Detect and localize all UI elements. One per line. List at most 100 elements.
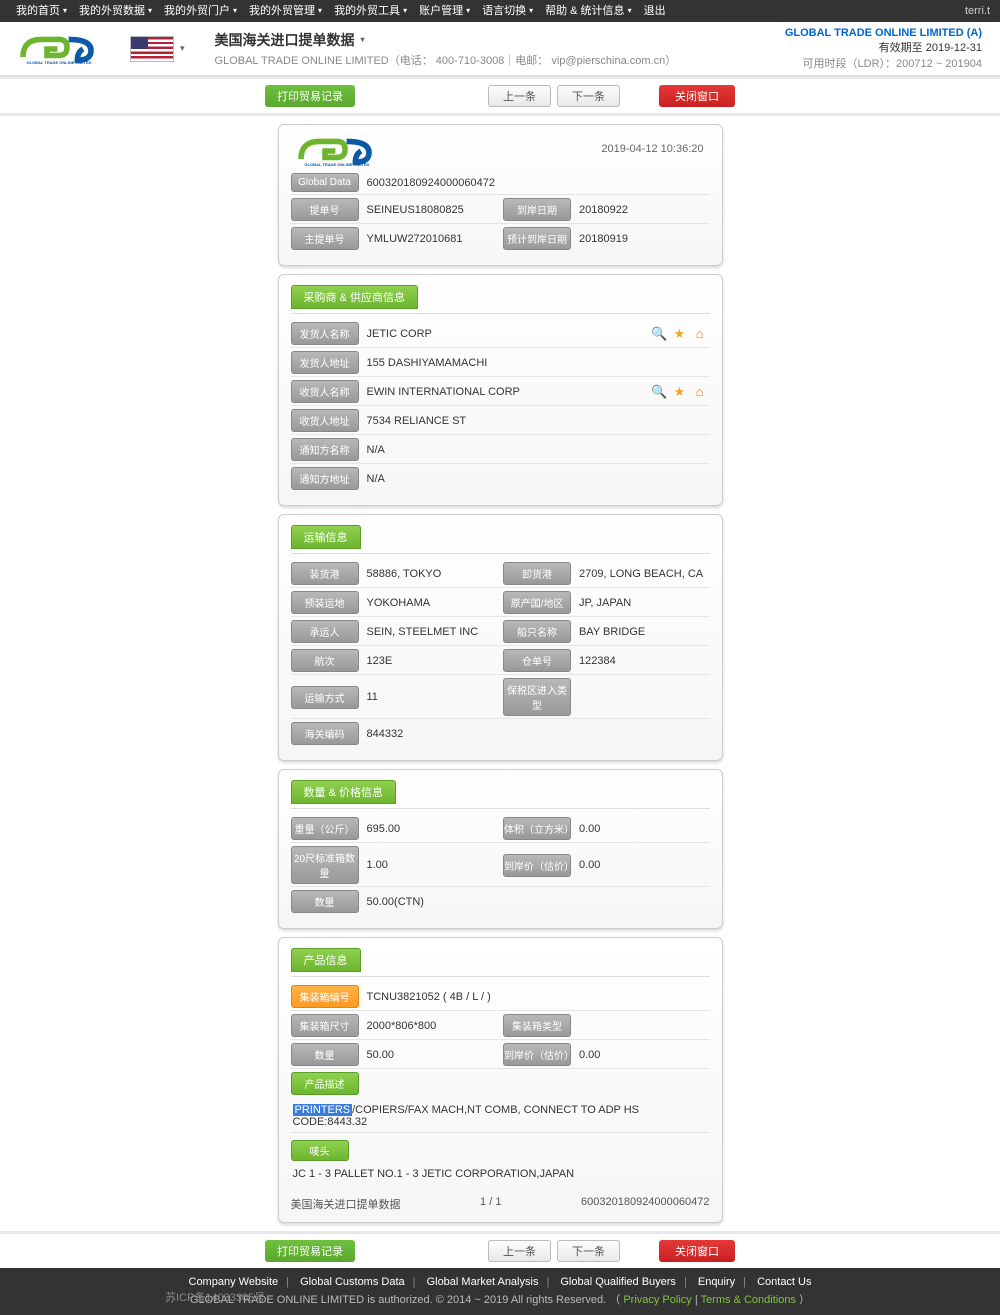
flag-dropdown-icon[interactable]: ▾ [180, 43, 185, 54]
label-carrier: 承运人 [291, 620, 359, 643]
value-notify-name: N/A [365, 444, 710, 456]
footer-link[interactable]: Contact Us [753, 1276, 815, 1288]
page-title[interactable]: 美国海关进口提单数据 [215, 30, 355, 50]
footer-link[interactable]: Company Website [185, 1276, 283, 1288]
page-subtitle: GLOBAL TRADE ONLINE LIMITED（电话： 400-710-… [215, 52, 785, 68]
label-hs: 海关编码 [291, 722, 359, 745]
label-volume: 体积（立方米） [503, 817, 571, 840]
action-bar-bottom: 打印贸易记录 上一条 下一条 关闭窗口 [0, 1231, 1000, 1268]
close-button[interactable]: 关闭窗口 [659, 85, 735, 107]
nav-lang[interactable]: 语言切换▾ [476, 0, 539, 22]
label-consignee-name: 收货人名称 [291, 380, 359, 403]
label-mode: 运输方式 [291, 686, 359, 709]
timestamp: 2019-04-12 10:36:20 [601, 143, 703, 155]
nav-account[interactable]: 账户管理▾ [413, 0, 476, 22]
footer-link[interactable]: Global Qualified Buyers [556, 1276, 680, 1288]
label-prod-qty: 数量 [291, 1043, 359, 1066]
close-button-bottom[interactable]: 关闭窗口 [659, 1240, 735, 1262]
print-button-bottom[interactable]: 打印贸易记录 [265, 1240, 355, 1262]
desc-highlight: PRINTERS [293, 1104, 353, 1116]
value-unload-port: 2709, LONG BEACH, CA [577, 568, 710, 580]
label-container-size: 集装箱尺寸 [291, 1014, 359, 1037]
top-nav-left: 我的首页▾ 我的外贸数据▾ 我的外贸门户▾ 我的外贸管理▾ 我的外贸工具▾ 账户… [10, 0, 672, 22]
section-title-product: 产品信息 [291, 948, 361, 972]
next-button-bottom[interactable]: 下一条 [557, 1240, 620, 1262]
value-master-bl: YMLUW272010681 [365, 233, 498, 245]
value-load-port: 58886, TOKYO [365, 568, 498, 580]
value-arrival: 20180922 [577, 204, 710, 216]
value-warehouse: 122384 [577, 655, 710, 667]
nav-data[interactable]: 我的外贸数据▾ [73, 0, 158, 22]
label-teu: 20尺标准箱数量 [291, 846, 359, 884]
title-dropdown-icon[interactable]: ▾ [361, 35, 365, 44]
next-button[interactable]: 下一条 [557, 85, 620, 107]
star-icon[interactable]: ★ [672, 326, 688, 342]
nav-tools[interactable]: 我的外贸工具▾ [328, 0, 413, 22]
label-warehouse: 仓单号 [503, 649, 571, 672]
value-mark: JC 1 - 3 PALLET NO.1 - 3 JETIC CORPORATI… [291, 1164, 710, 1184]
value-voyage: 123E [365, 655, 498, 667]
label-shipper-name: 发货人名称 [291, 322, 359, 345]
account-expire: 有效期至 2019-12-31 [785, 39, 982, 55]
label-bond: 保税区进入类型 [503, 678, 571, 716]
page-footer: Company Website| Global Customs Data| Gl… [0, 1268, 1000, 1315]
nav-home[interactable]: 我的首页▾ [10, 0, 73, 22]
label-qty: 数量 [291, 890, 359, 913]
label-shipper-addr: 发货人地址 [291, 351, 359, 374]
value-prod-qty: 50.00 [365, 1049, 498, 1061]
nav-portal[interactable]: 我的外贸门户▾ [158, 0, 243, 22]
label-load-port: 装货港 [291, 562, 359, 585]
home-icon[interactable]: ⌂ [692, 384, 708, 400]
flag-us-icon[interactable] [130, 36, 174, 62]
value-weight: 695.00 [365, 823, 498, 835]
search-icon[interactable]: 🔍 [652, 384, 668, 400]
value-preload: YOKOHAMA [365, 597, 498, 609]
footer-copyright: GLOBAL TRADE ONLINE LIMITED is authorize… [0, 1292, 1000, 1310]
value-hs: 844332 [365, 728, 710, 740]
footer-link[interactable]: Global Customs Data [296, 1276, 409, 1288]
nav-help[interactable]: 帮助 & 统计信息▾ [539, 0, 637, 22]
privacy-link[interactable]: Privacy Policy [623, 1294, 691, 1306]
value-container-size: 2000*806*800 [365, 1020, 498, 1032]
home-icon[interactable]: ⌂ [692, 326, 708, 342]
current-user: terri.t [965, 0, 990, 22]
value-shipper-name: JETIC CORP [365, 328, 652, 340]
logo[interactable]: GLOBAL TRADE ONLINE LIMITED [18, 33, 100, 65]
header: GLOBAL TRADE ONLINE LIMITED ▾ 美国海关进口提单数据… [0, 22, 1000, 76]
value-prod-cif: 0.00 [577, 1049, 710, 1061]
section-title-shipping: 运输信息 [291, 525, 361, 549]
label-voyage: 航次 [291, 649, 359, 672]
value-consignee-name: EWIN INTERNATIONAL CORP [365, 386, 652, 398]
account-ldr: 可用时段（LDR）：200712 ~ 201904 [785, 55, 982, 71]
card-product: 产品信息 集装箱编号TCNU3821052 ( 4B / L / ) 集装箱尺寸… [278, 937, 723, 1223]
card-qty-price: 数量 & 价格信息 重量（公斤） 695.00 体积（立方米） 0.00 20尺标准… [278, 769, 723, 929]
footer-link[interactable]: Global Market Analysis [423, 1276, 543, 1288]
value-shipper-addr: 155 DASHIYAMAMACHI [365, 357, 710, 369]
star-icon[interactable]: ★ [672, 384, 688, 400]
label-weight: 重量（公斤） [291, 817, 359, 840]
prev-button[interactable]: 上一条 [488, 85, 551, 107]
value-cif: 0.00 [577, 859, 710, 871]
label-unload-port: 卸货港 [503, 562, 571, 585]
value-global-data: 600320180924000060472 [365, 177, 710, 189]
account-company: GLOBAL TRADE ONLINE LIMITED (A) [785, 27, 982, 39]
label-consignee-addr: 收货人地址 [291, 409, 359, 432]
label-prod-cif: 到岸价（估价） [503, 1043, 571, 1066]
header-title: 美国海关进口提单数据 ▾ GLOBAL TRADE ONLINE LIMITED（… [215, 30, 785, 68]
label-notify-addr: 通知方地址 [291, 467, 359, 490]
nav-manage[interactable]: 我的外贸管理▾ [243, 0, 328, 22]
terms-link[interactable]: Terms & Conditions [701, 1294, 796, 1306]
value-qty: 50.00(CTN) [365, 896, 710, 908]
card-logo-icon: GLOBAL TRADE ONLINE LIMITED [291, 135, 383, 167]
label-cif: 到岸价（估价） [503, 854, 571, 877]
print-button[interactable]: 打印贸易记录 [265, 85, 355, 107]
label-prod-desc: 产品描述 [291, 1072, 359, 1095]
search-icon[interactable]: 🔍 [652, 326, 668, 342]
prev-button-bottom[interactable]: 上一条 [488, 1240, 551, 1262]
footer-page: 1 / 1 [401, 1196, 582, 1212]
section-title-qty: 数量 & 价格信息 [291, 780, 396, 804]
nav-logout[interactable]: 退出 [638, 0, 672, 22]
footer-link[interactable]: Enquiry [694, 1276, 739, 1288]
value-teu: 1.00 [365, 859, 498, 871]
value-container-no: TCNU3821052 ( 4B / L / ) [365, 991, 710, 1003]
